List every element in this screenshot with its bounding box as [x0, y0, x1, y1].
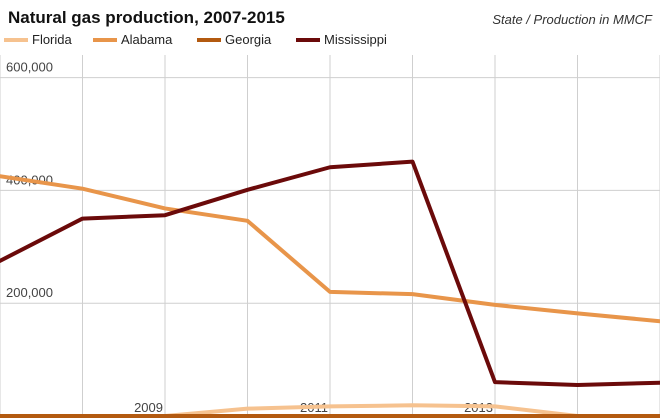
- legend-label-mississippi: Mississippi: [324, 32, 387, 47]
- legend-label-alabama: Alabama: [121, 32, 173, 47]
- grid-layer: [0, 55, 660, 416]
- legend-swatch-georgia: [197, 38, 221, 42]
- legend-swatch-florida: [4, 38, 28, 42]
- y-tick-label: 600,000: [6, 60, 53, 75]
- legend-label-florida: Florida: [32, 32, 72, 47]
- y-tick-label: 200,000: [6, 285, 53, 300]
- chart-subtitle: State / Production in MMCF: [492, 12, 652, 27]
- x-tick-label: 2009: [134, 400, 163, 415]
- series-line-mississippi: [0, 159, 660, 387]
- legend-swatch-alabama: [93, 38, 117, 42]
- legend-label-georgia: Georgia: [225, 32, 272, 47]
- series-layer: [0, 159, 660, 418]
- series-line-alabama: [0, 174, 660, 324]
- chart-title: Natural gas production, 2007-2015: [8, 8, 285, 27]
- legend-swatch-mississippi: [296, 38, 320, 42]
